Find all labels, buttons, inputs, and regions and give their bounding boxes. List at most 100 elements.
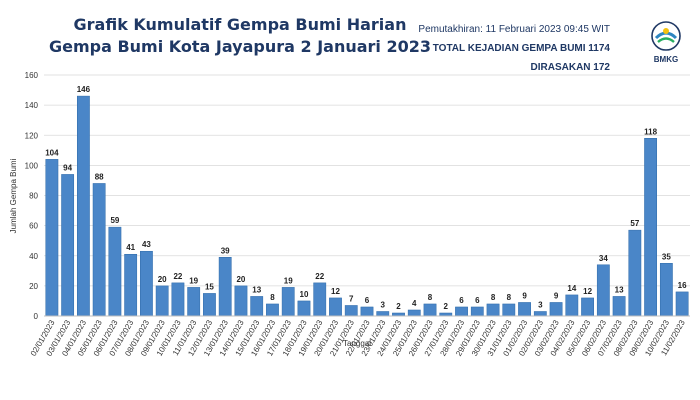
bar-value-label: 6 [459, 296, 464, 305]
bar-value-label: 13 [615, 285, 624, 294]
bar-value-label: 7 [349, 294, 354, 303]
bar-layer [45, 95, 689, 317]
bar [329, 297, 342, 317]
bar-value-label: 6 [475, 296, 480, 305]
chart-title-block: Grafik Kumulatif Gempa Bumi Harian Gempa… [40, 14, 440, 58]
bar-value-label: 8 [507, 293, 512, 302]
bar-value-label: 8 [428, 293, 433, 302]
bar-value-label: 6 [365, 296, 370, 305]
bar-value-label: 43 [142, 240, 151, 249]
info-block: Pemutakhiran: 11 Februari 2023 09:45 WIT… [400, 20, 610, 77]
bar [628, 229, 642, 317]
bar-value-label: 59 [110, 216, 119, 225]
bar [250, 296, 264, 317]
bar-value-label: 19 [284, 276, 293, 285]
total-events: TOTAL KEJADIAN GEMPA BUMI 1174 [432, 43, 610, 54]
bar [92, 183, 106, 317]
bar-value-label: 2 [396, 302, 401, 311]
bar [313, 282, 327, 317]
bar [140, 250, 153, 317]
bar [549, 302, 563, 317]
bar [407, 309, 421, 317]
felt-events: DIRASAKAN 172 [530, 62, 610, 73]
bar-value-label: 57 [630, 219, 639, 228]
bar [124, 253, 138, 317]
bar-value-label: 94 [63, 163, 72, 172]
y-axis-title: Jumlah Gempa Bumi [9, 158, 18, 233]
update-timestamp: Pemutakhiran: 11 Februari 2023 09:45 WIT [418, 24, 610, 35]
bar-value-label: 118 [644, 127, 657, 136]
bar [581, 297, 594, 317]
bar-value-label: 14 [567, 284, 576, 293]
bar-value-label: 2 [444, 302, 449, 311]
bar-value-label: 12 [331, 287, 340, 296]
bar-value-label: 20 [158, 275, 167, 284]
bar-value-label: 88 [95, 172, 104, 181]
bar-value-label: 12 [583, 287, 592, 296]
bar-value-label: 20 [236, 275, 245, 284]
bar-value-label: 34 [599, 254, 608, 263]
bar [502, 303, 516, 317]
bar [423, 303, 437, 317]
bar [675, 291, 689, 317]
chart-title: Grafik Kumulatif Gempa Bumi Harian [73, 15, 407, 34]
bar [565, 294, 579, 317]
bmkg-logo: BMKG [651, 21, 681, 64]
y-tick-label: 60 [29, 222, 38, 231]
bar [596, 264, 610, 317]
bar-value-label: 15 [205, 282, 214, 291]
y-tick-label: 100 [25, 161, 39, 170]
bmkg-logo-text: BMKG [654, 55, 678, 64]
bar [360, 306, 374, 317]
bar-value-label: 3 [538, 300, 543, 309]
bar [266, 303, 279, 317]
bar [234, 285, 248, 317]
bar-value-label: 19 [189, 276, 198, 285]
bar [659, 263, 673, 317]
bar [218, 257, 232, 317]
y-tick-label: 40 [29, 252, 38, 261]
bar [486, 303, 500, 317]
bar [455, 306, 468, 317]
bar [61, 174, 75, 317]
bar-value-label: 8 [491, 293, 496, 302]
bar [470, 306, 484, 317]
bar [533, 311, 547, 317]
bar-value-label: 8 [270, 293, 275, 302]
bar [187, 287, 201, 317]
bar-value-label: 146 [77, 85, 91, 94]
bar-value-label: 9 [522, 291, 527, 300]
y-tick-label: 160 [25, 71, 39, 80]
bar [344, 305, 358, 317]
bar [281, 287, 295, 317]
bar [76, 95, 90, 317]
bar-value-label: 4 [412, 299, 417, 308]
bar [518, 302, 531, 317]
bar-value-label: 35 [662, 252, 671, 261]
bar-value-label: 39 [221, 246, 230, 255]
bar [171, 282, 185, 317]
y-tick-label: 140 [25, 101, 39, 110]
x-axis-title: Tanggal [343, 339, 371, 348]
y-tick-label: 120 [25, 131, 39, 140]
chart-subtitle: Gempa Bumi Kota Jayapura 2 Januari 2023 [48, 37, 431, 56]
y-tick-label: 20 [29, 282, 38, 291]
bar [203, 293, 216, 317]
bar-value-label: 9 [554, 291, 559, 300]
bar-value-label: 104 [45, 148, 59, 157]
bar-value-label: 22 [315, 272, 324, 281]
y-tick-label: 80 [29, 192, 38, 201]
bar-value-label: 16 [678, 281, 687, 290]
bar [612, 296, 626, 317]
bar [376, 311, 390, 317]
bar-value-label: 10 [300, 290, 309, 299]
bar [108, 226, 122, 317]
bar [644, 138, 658, 317]
bar-value-label: 41 [126, 243, 135, 252]
bar [297, 300, 311, 317]
bar-value-label: 22 [173, 272, 182, 281]
bar [155, 285, 169, 317]
bar-value-label: 3 [381, 300, 386, 309]
